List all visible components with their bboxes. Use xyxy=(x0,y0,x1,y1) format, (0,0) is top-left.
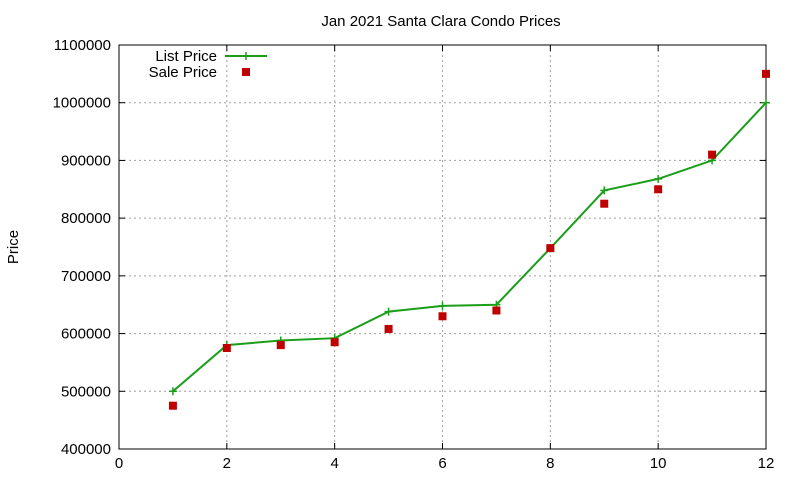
series-marks xyxy=(168,69,770,410)
x-tick-label: 12 xyxy=(758,455,775,472)
sale-price-point xyxy=(330,338,339,347)
x-tick-label: 6 xyxy=(438,455,446,472)
x-tick-label: 10 xyxy=(650,455,667,472)
y-tick-label: 400000 xyxy=(61,441,111,458)
legend-marker-sale-price xyxy=(242,68,250,76)
legend-label-list-price: List Price xyxy=(155,48,217,65)
list-price-point xyxy=(762,98,770,107)
x-tick-label: 8 xyxy=(546,455,554,472)
sale-price-point xyxy=(600,199,609,208)
x-tick-label: 4 xyxy=(330,455,338,472)
sale-price-point xyxy=(168,401,177,410)
y-tick-label: 1000000 xyxy=(53,95,111,112)
x-tick-label: 2 xyxy=(223,455,231,472)
y-tick-label: 700000 xyxy=(61,268,111,285)
legend-marker-list-price xyxy=(242,52,250,60)
sale-price-point xyxy=(222,344,231,352)
sale-price-point xyxy=(654,185,663,194)
y-tick-label: 900000 xyxy=(61,152,111,169)
sale-price-point xyxy=(708,150,717,159)
list-price-line xyxy=(172,102,767,393)
y-tick-label: 600000 xyxy=(61,326,111,343)
axis-ticks: 400000 500000 600000 700000 800000 900000 1000… xyxy=(53,37,775,472)
list-price-point xyxy=(384,307,393,316)
y-axis-label: Price xyxy=(5,230,22,264)
chart-title: Jan 2021 Santa Clara Condo Prices xyxy=(321,13,560,30)
sale-price-point xyxy=(546,244,555,253)
legend-label-sale-price: Sale Price xyxy=(149,64,217,81)
sale-price-point xyxy=(384,324,393,333)
y-tick-label: 1100000 xyxy=(54,37,111,54)
list-price-point xyxy=(654,174,663,183)
x-tick-label: 0 xyxy=(115,455,123,472)
sale-price-point xyxy=(492,306,501,315)
y-tick-label: 800000 xyxy=(61,210,111,227)
list-price-point xyxy=(168,387,177,396)
list-price-point xyxy=(600,186,609,195)
sale-price-point xyxy=(438,312,447,321)
grid-lines xyxy=(119,45,766,449)
sale-price-point xyxy=(762,69,770,78)
sale-price-point xyxy=(276,341,285,350)
y-tick-label: 500000 xyxy=(61,383,111,400)
list-price-point xyxy=(438,301,447,310)
